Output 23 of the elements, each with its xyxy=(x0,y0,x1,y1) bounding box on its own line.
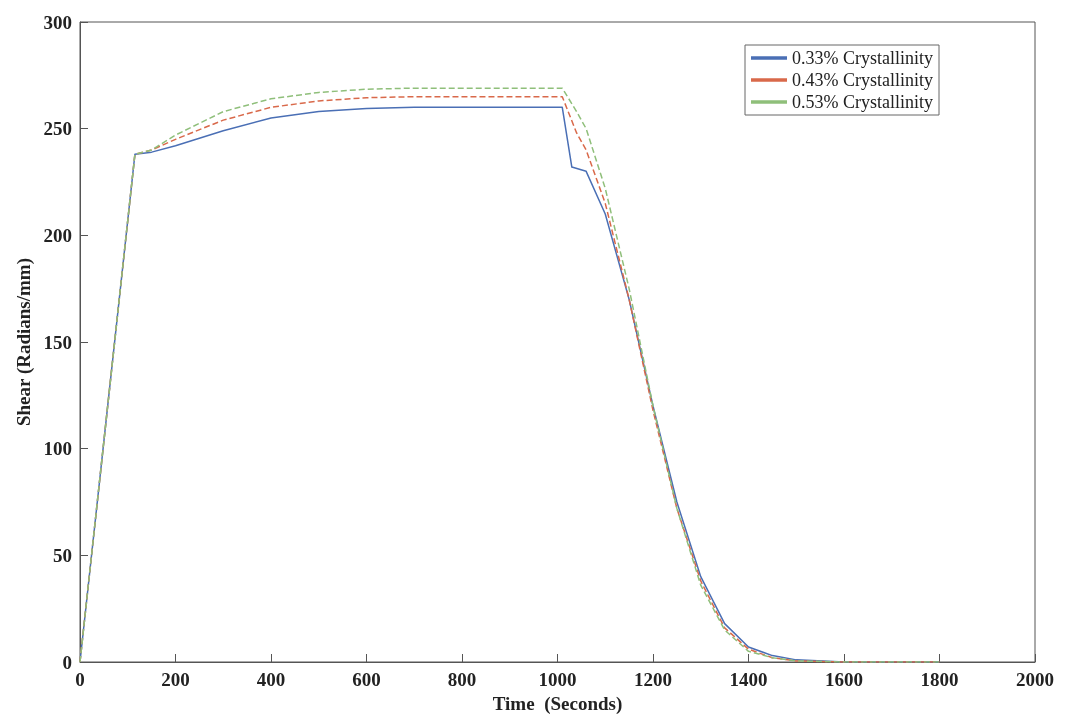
x-tick-label: 1400 xyxy=(729,669,768,690)
x-tick-label: 200 xyxy=(161,669,190,690)
y-tick-label: 0 xyxy=(62,651,72,673)
x-tick-label: 1600 xyxy=(825,669,863,690)
x-tick-label: 800 xyxy=(447,669,477,690)
legend-label: 0.43% Crystallinity xyxy=(792,70,934,90)
x-tick-label: 1800 xyxy=(920,669,959,690)
y-tick-label: 200 xyxy=(43,224,72,246)
x-tick-label: 2000 xyxy=(1016,669,1054,690)
x-tick-label: 1200 xyxy=(634,669,672,690)
y-tick-label: 250 xyxy=(43,118,72,140)
legend-label: 0.53% Crystallinity xyxy=(792,92,934,112)
x-tick-label: 0 xyxy=(75,669,85,690)
y-tick-label: 300 xyxy=(43,11,72,33)
y-axis-title: Shear (Radians/mm) xyxy=(12,257,35,427)
x-tick-label: 1000 xyxy=(538,669,577,690)
legend-label: 0.33% Crystallinity xyxy=(792,48,934,68)
x-axis-title: Time (Seconds) xyxy=(492,692,623,715)
y-tick-label: 150 xyxy=(43,331,72,353)
x-tick-label: 400 xyxy=(256,669,286,690)
y-tick-label: 100 xyxy=(43,438,72,460)
y-tick-label: 50 xyxy=(53,544,72,566)
x-tick-label: 600 xyxy=(352,669,381,690)
